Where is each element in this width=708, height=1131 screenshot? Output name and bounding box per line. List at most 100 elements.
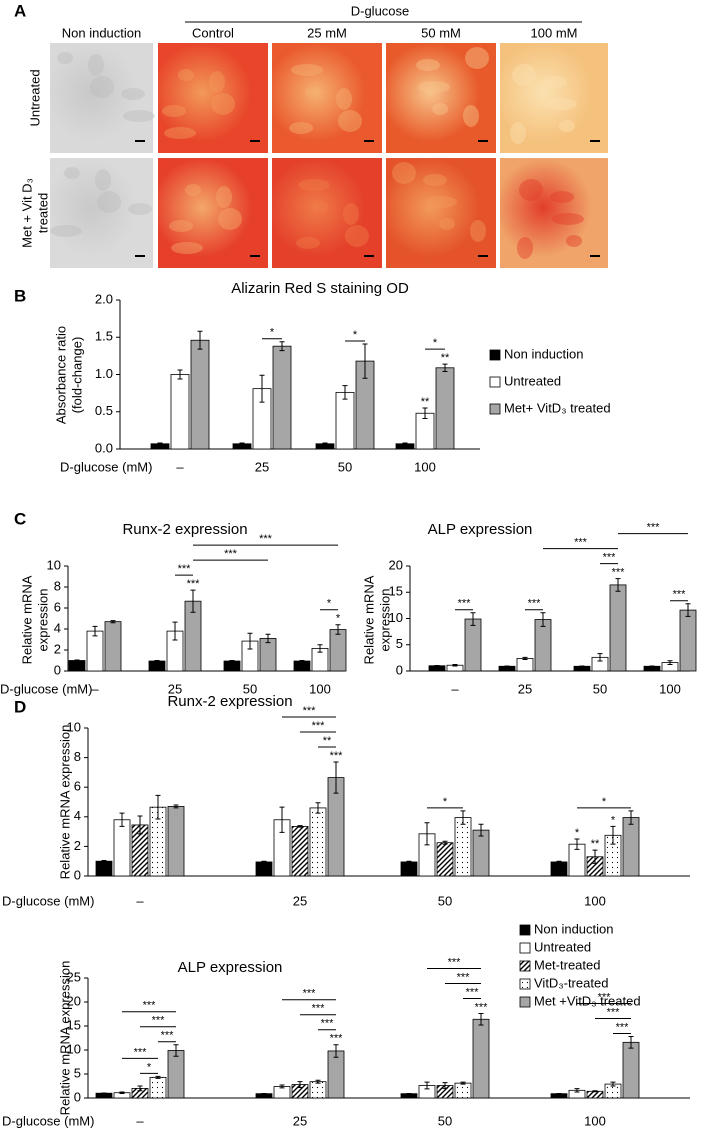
micrograph — [272, 158, 382, 268]
x-tick-label: 100 — [659, 681, 681, 696]
texture — [289, 122, 313, 134]
y-tick-label: 8 — [74, 749, 81, 764]
y-tick-label: 15 — [389, 584, 403, 599]
bar — [309, 1081, 327, 1099]
texture — [123, 110, 155, 122]
error-bar — [119, 1091, 125, 1094]
error-bar — [597, 653, 603, 662]
significance-label: * — [353, 329, 358, 341]
x-tick-label: – — [91, 681, 99, 696]
error-bar — [155, 794, 161, 820]
x-axis-label: D-glucose (mM) — [2, 893, 94, 908]
significance-star: *** — [330, 750, 344, 762]
significance-star: *** — [330, 1033, 344, 1045]
legend-label: Non induction — [534, 921, 614, 936]
error-bar — [279, 1084, 285, 1089]
error-bar — [442, 840, 448, 845]
significance-label: *** — [161, 1030, 175, 1042]
bar — [609, 584, 627, 672]
y-tick-label: 10 — [389, 610, 403, 625]
significance-label: *** — [466, 986, 480, 998]
chart-title: Runx-2 expression — [122, 521, 247, 538]
significance-label: *** — [312, 720, 326, 732]
y-tick-label: 2.0 — [95, 291, 113, 306]
row-label: Met + Vit D₃ — [19, 178, 34, 248]
micrograph — [158, 43, 268, 153]
significance-label: *** — [152, 1015, 166, 1027]
significance-star: *** — [187, 578, 201, 590]
texture — [416, 59, 440, 71]
texture — [550, 191, 574, 203]
texture — [178, 69, 194, 81]
texture — [465, 47, 489, 69]
bar — [293, 660, 311, 672]
significance-label: *** — [303, 988, 317, 1000]
error-bar — [574, 838, 580, 850]
legend-label: Met-treated — [534, 957, 600, 972]
error-bar — [649, 665, 655, 668]
significance-star: * — [575, 827, 580, 839]
error-bar — [229, 660, 235, 663]
chart-title: Alizarin Red S staining OD — [231, 280, 409, 297]
y-tick-label: 4 — [74, 808, 81, 823]
y-tick-label: 0 — [396, 662, 403, 677]
legend-swatch — [489, 349, 501, 361]
column-label: Control — [192, 25, 234, 40]
error-bar — [685, 603, 691, 617]
error-bar — [610, 1081, 616, 1087]
micrograph — [500, 158, 608, 268]
texture — [559, 120, 575, 132]
significance-label: *** — [574, 537, 588, 549]
error-bar — [422, 407, 428, 419]
texture — [162, 105, 186, 117]
x-tick-label: 50 — [593, 681, 607, 696]
x-tick-label: 100 — [414, 459, 436, 474]
panel-label: D — [14, 697, 26, 716]
significance-label: *** — [616, 1021, 630, 1033]
bar — [327, 1050, 345, 1099]
error-bar — [110, 620, 116, 624]
significance-label: *** — [458, 598, 472, 610]
group-label: D-glucose — [351, 3, 410, 18]
micrograph — [158, 158, 268, 268]
texture — [171, 242, 203, 254]
row-label: treated — [35, 193, 50, 233]
y-tick-label: 5 — [396, 636, 403, 651]
significance-label: * — [602, 796, 607, 808]
texture — [209, 71, 225, 93]
bar — [272, 345, 292, 450]
significance-star: * — [611, 814, 616, 826]
error-bar — [579, 665, 585, 668]
x-tick-label: 50 — [438, 893, 452, 908]
error-bar — [406, 860, 412, 864]
error-bar — [478, 1013, 484, 1026]
significance-label: * — [270, 327, 275, 339]
error-bar — [261, 860, 267, 864]
error-bar — [574, 1088, 580, 1093]
bar — [472, 829, 490, 877]
texture — [185, 184, 201, 196]
bar — [436, 842, 454, 877]
texture — [338, 110, 362, 132]
x-tick-label: 50 — [438, 1113, 452, 1128]
legend-label: Untreated — [504, 373, 561, 388]
significance-label: * — [147, 1061, 152, 1073]
error-bar — [297, 825, 303, 828]
micrograph — [50, 43, 153, 153]
y-tick-label: 10 — [47, 557, 61, 572]
error-bar — [522, 656, 528, 660]
texture — [50, 225, 82, 237]
significance-star: ** — [441, 352, 450, 364]
bar — [435, 367, 455, 450]
error-bar — [119, 812, 125, 827]
bar — [170, 374, 190, 450]
error-bar — [362, 343, 368, 379]
error-bar — [592, 849, 598, 864]
legend-label: Non induction — [504, 346, 584, 361]
error-bar — [333, 1044, 339, 1058]
error-bar — [190, 589, 196, 613]
x-tick-label: 100 — [309, 681, 331, 696]
significance-label: * — [327, 598, 332, 610]
panel-label: B — [14, 286, 26, 305]
texture — [216, 186, 232, 208]
